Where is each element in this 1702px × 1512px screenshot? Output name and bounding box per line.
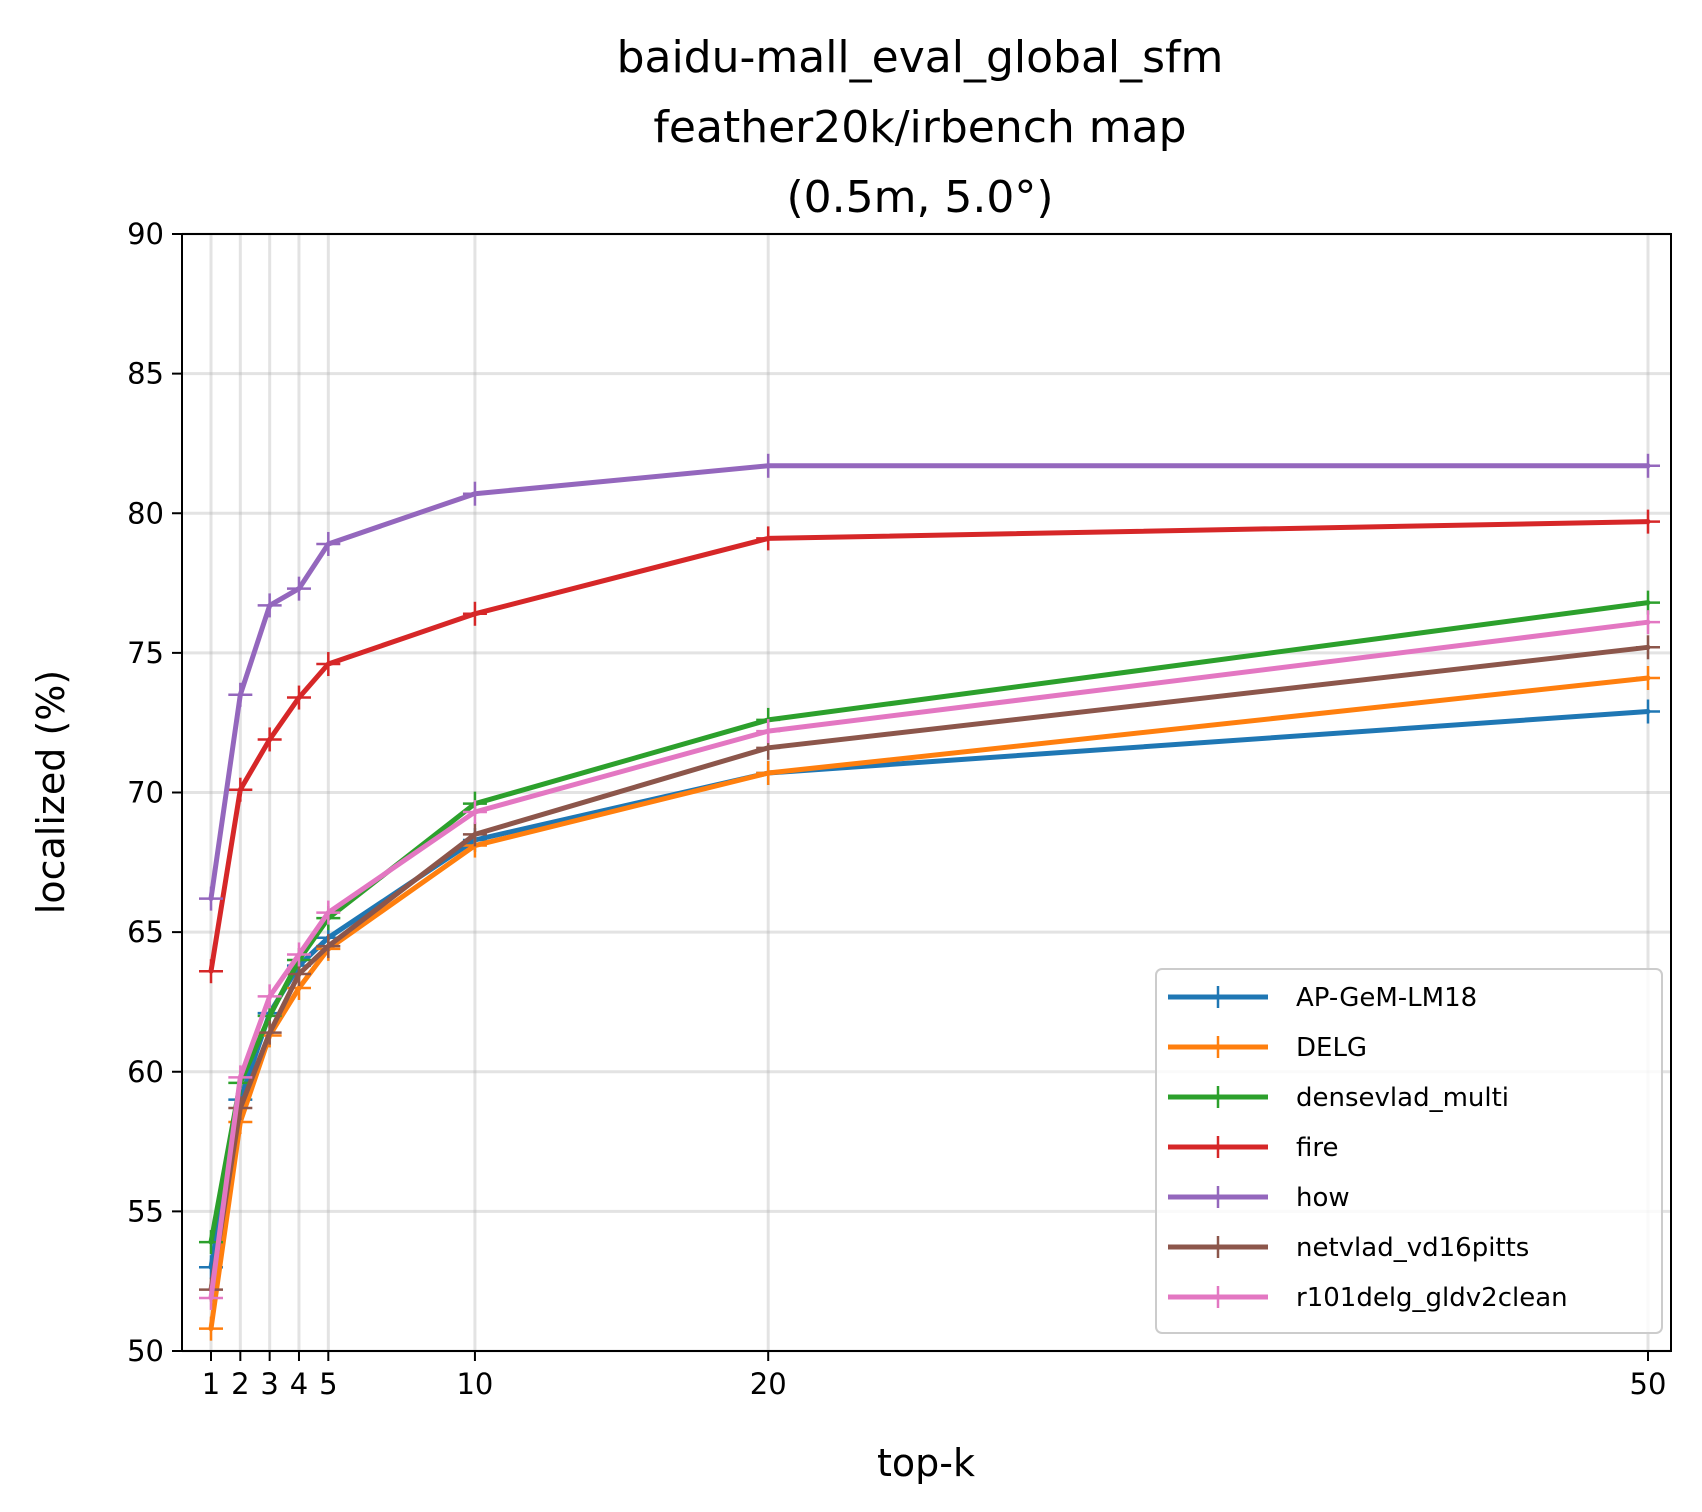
data-point [228, 1096, 253, 1121]
legend-label: DELG [1296, 1033, 1367, 1063]
legend-entry: netvlad_vd16pitts [1168, 1233, 1529, 1263]
data-point [462, 481, 487, 506]
data-point [756, 526, 781, 551]
data-point [286, 942, 311, 967]
series-line [208, 519, 1651, 974]
y-axis-label: localized (%) [29, 670, 73, 914]
legend-entry: fire [1168, 1133, 1339, 1163]
data-point [756, 719, 781, 744]
series-line [208, 644, 1651, 1293]
chart-title-line-1: baidu-mall_eval_global_sfm [617, 32, 1224, 83]
y-tick-label: 55 [127, 1194, 164, 1228]
data-point [199, 959, 223, 984]
data-point [1636, 610, 1660, 635]
data-point [316, 531, 341, 556]
series-netvlad_vd16pitts [199, 635, 1660, 1302]
data-point [316, 934, 341, 959]
legend-entry: densevlad_multi [1168, 1083, 1509, 1113]
data-point [1636, 666, 1660, 691]
legend-entry: r101delg_gldv2clean [1168, 1283, 1568, 1313]
legend-label: netvlad_vd16pitts [1296, 1233, 1529, 1263]
series-line [208, 463, 1651, 902]
data-point [199, 1285, 223, 1310]
data-point [257, 593, 282, 618]
data-point [257, 1020, 282, 1045]
data-point [228, 682, 253, 707]
legend-box [1155, 968, 1663, 1334]
data-point [462, 822, 487, 847]
series-line [208, 619, 1651, 1301]
series-fire [199, 509, 1660, 984]
series-how [199, 453, 1660, 911]
legend-entry: how [1168, 1183, 1350, 1213]
x-tick-label: 4 [290, 1367, 308, 1401]
y-tick-label: 80 [127, 496, 164, 530]
plot-series [199, 453, 1660, 1341]
data-point [286, 685, 311, 710]
data-point [316, 652, 341, 677]
series-line [208, 600, 1651, 1245]
x-tick-label: 1 [202, 1367, 220, 1401]
data-point [1636, 509, 1660, 534]
y-tick-label: 90 [127, 217, 164, 251]
data-point [257, 984, 282, 1009]
x-tick-label: 5 [319, 1367, 337, 1401]
data-point [199, 886, 223, 911]
legend-label: r101delg_gldv2clean [1296, 1283, 1568, 1313]
y-tick-label: 75 [127, 636, 164, 670]
legend-entry: AP-GeM-LM18 [1168, 983, 1477, 1013]
data-point [228, 777, 253, 802]
data-point [228, 1065, 253, 1090]
legend-label: AP-GeM-LM18 [1296, 983, 1477, 1013]
y-tick-label: 60 [127, 1055, 164, 1089]
data-point [756, 453, 781, 478]
y-tick-label: 85 [127, 357, 164, 391]
y-tick-label: 65 [127, 915, 164, 949]
chart-title-line-2: feather20k/irbench map [653, 102, 1186, 153]
data-point [462, 800, 487, 825]
x-axis-label: top-k [877, 1441, 975, 1485]
legend-label: how [1296, 1183, 1350, 1213]
x-tick-label: 20 [750, 1367, 787, 1401]
data-point [1636, 635, 1660, 660]
y-tick-label: 50 [127, 1334, 164, 1368]
data-point [756, 760, 781, 785]
data-point [1636, 453, 1660, 478]
chart-title-line-3: (0.5m, 5.0°) [786, 172, 1053, 223]
x-tick-label: 2 [231, 1367, 249, 1401]
data-point [462, 601, 487, 626]
data-point [1636, 699, 1660, 724]
legend-label: densevlad_multi [1296, 1083, 1509, 1113]
x-tick-label: 10 [456, 1367, 493, 1401]
axis-ticks: 1 2 3 4 5 10 20 50 50 55 60 65 70 75 80 85 90 [127, 217, 1666, 1401]
data-point [199, 1316, 223, 1341]
legend-label: fire [1296, 1133, 1339, 1163]
x-tick-label: 3 [260, 1367, 278, 1401]
x-tick-label: 50 [1630, 1367, 1667, 1401]
data-point [257, 727, 282, 752]
data-point [316, 900, 341, 925]
series-r101delg_gldv2clean [199, 610, 1660, 1310]
y-tick-label: 70 [127, 776, 164, 810]
data-point [286, 576, 311, 601]
legend-entry: DELG [1168, 1033, 1367, 1063]
chart-title: baidu-mall_eval_global_sfm feather20k/ir… [617, 32, 1224, 223]
